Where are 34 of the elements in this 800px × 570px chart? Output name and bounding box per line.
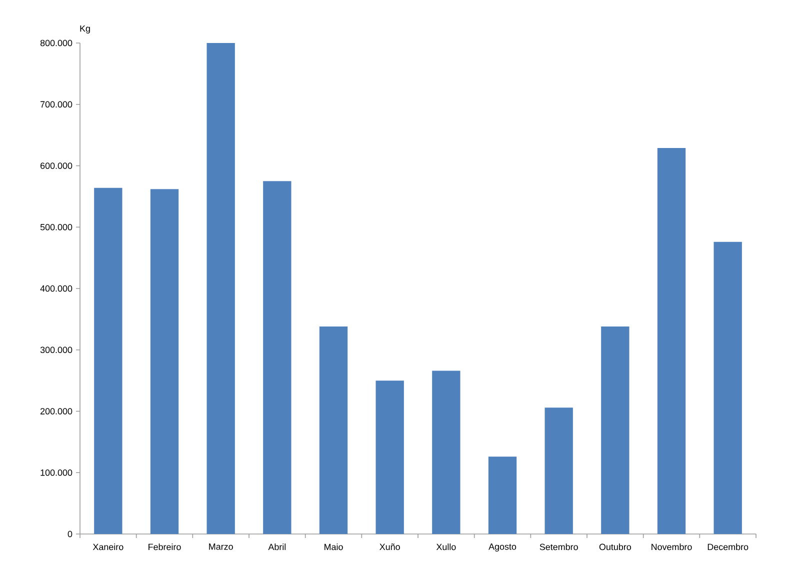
x-tick-label: Xaneiro — [92, 544, 124, 550]
y-tick-label: 0 — [68, 530, 72, 538]
y-axis-title: Kg — [80, 25, 90, 34]
bar — [432, 370, 460, 534]
x-tick-label: Febreiro — [148, 544, 181, 550]
x-tick-label: Agosto — [488, 544, 516, 552]
x-tick-label: Decembro — [708, 544, 748, 550]
bar — [488, 456, 517, 534]
y-tick-label: 500.000 — [40, 224, 72, 230]
bar — [263, 181, 292, 534]
x-tick-label: Xullo — [436, 544, 456, 550]
x-tick-label: Marzo — [209, 544, 233, 550]
x-tick-label: Abril — [268, 544, 286, 550]
y-tick-label: 800.000 — [40, 40, 72, 46]
bar — [601, 326, 630, 534]
bar — [376, 380, 404, 534]
x-tick-label: Novembro — [652, 544, 692, 550]
bar — [94, 188, 122, 534]
y-tick-label: 400.000 — [40, 285, 72, 292]
y-tick-label: 300.000 — [40, 346, 72, 354]
y-tick-label: 100.000 — [40, 469, 72, 476]
x-tick-label: Setembro — [540, 544, 578, 550]
x-tick-label: Maio — [324, 544, 343, 550]
y-tick-label: 700.000 — [40, 101, 72, 108]
x-tick-label: Xuño — [380, 544, 400, 550]
bar — [544, 408, 573, 534]
bar — [714, 242, 742, 534]
bar — [657, 148, 686, 534]
y-tick-label: 200.000 — [40, 408, 72, 414]
y-tick-label: 600.000 — [40, 162, 72, 169]
x-tick-label: Outubro — [599, 544, 631, 550]
bar — [206, 43, 235, 534]
bar — [319, 326, 348, 534]
bar — [150, 189, 179, 534]
